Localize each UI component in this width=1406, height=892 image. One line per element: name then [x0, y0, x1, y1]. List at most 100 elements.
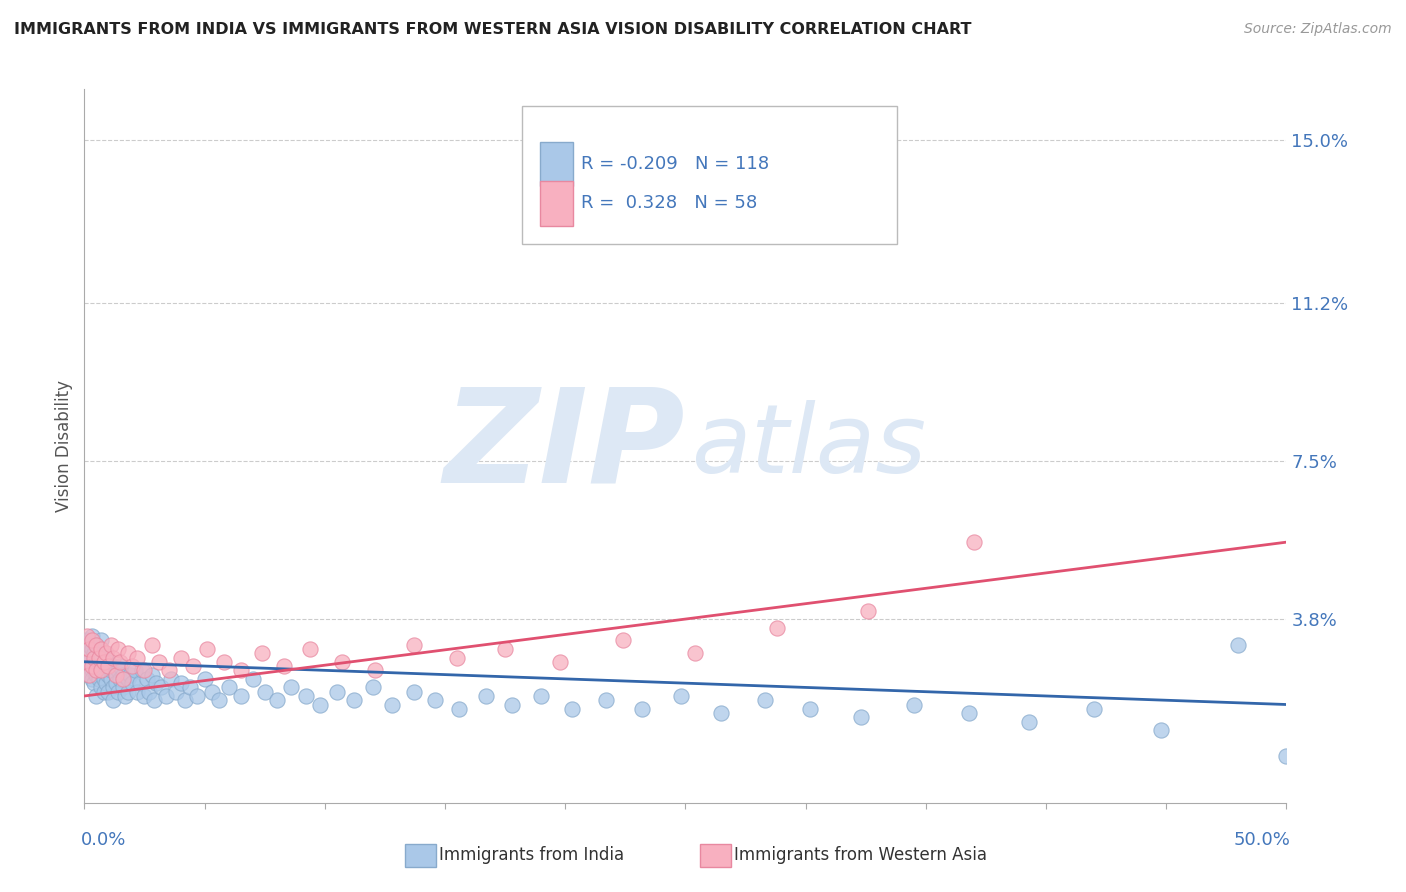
Point [93, 672, 115, 686]
Point [343, 693, 366, 707]
Point [494, 642, 516, 657]
Point [87, 655, 110, 669]
Point [530, 689, 553, 703]
Point [1150, 723, 1173, 738]
Point [449, 702, 471, 716]
Point [80, 663, 103, 677]
Point [94, 646, 117, 660]
Point [83, 676, 105, 690]
Point [169, 650, 191, 665]
Text: Source: ZipAtlas.com: Source: ZipAtlas.com [1244, 22, 1392, 37]
Point [118, 667, 141, 681]
Point [669, 689, 692, 703]
Point [128, 676, 150, 690]
Point [94, 659, 117, 673]
Point [103, 693, 125, 707]
Point [309, 698, 332, 712]
Point [93, 655, 115, 669]
Point [148, 655, 170, 669]
Point [1275, 748, 1298, 763]
Point [117, 646, 139, 660]
Point [186, 689, 208, 703]
Point [117, 684, 139, 698]
Point [963, 535, 986, 549]
Point [174, 693, 197, 707]
Point [86, 663, 108, 677]
Point [77, 667, 100, 681]
Point [83, 659, 105, 673]
Point [194, 672, 217, 686]
Point [181, 659, 204, 673]
Point [94, 676, 117, 690]
Point [1227, 638, 1250, 652]
Text: Immigrants from India: Immigrants from India [439, 847, 624, 864]
Point [114, 689, 136, 703]
Point [700, 219, 723, 233]
Point [1018, 714, 1040, 729]
Point [87, 642, 110, 657]
Point [76, 633, 98, 648]
Point [124, 663, 146, 677]
Y-axis label: Vision Disability: Vision Disability [55, 380, 73, 512]
Point [135, 672, 157, 686]
Point [111, 667, 134, 681]
Point [111, 681, 134, 695]
Point [100, 638, 122, 652]
Point [76, 629, 98, 643]
Point [107, 642, 129, 657]
Point [97, 659, 120, 673]
Point [229, 663, 252, 677]
Point [104, 676, 127, 690]
Point [94, 646, 117, 660]
Point [1083, 702, 1105, 716]
Point [86, 667, 108, 681]
Point [425, 693, 447, 707]
Text: Immigrants from Western Asia: Immigrants from Western Asia [734, 847, 987, 864]
Point [799, 702, 821, 716]
Point [134, 689, 156, 703]
Point [110, 672, 132, 686]
Point [93, 684, 115, 698]
Point [104, 667, 127, 681]
Point [165, 684, 187, 698]
Point [86, 638, 108, 652]
Point [157, 663, 180, 677]
Point [765, 621, 787, 635]
Point [550, 655, 572, 669]
Point [195, 642, 218, 657]
Point [80, 672, 103, 686]
Point [103, 681, 125, 695]
Point [97, 655, 120, 669]
Point [299, 642, 322, 657]
Point [218, 681, 240, 695]
Point [97, 684, 120, 698]
Point [83, 650, 105, 665]
Point [90, 650, 112, 665]
Point [80, 659, 103, 673]
Point [107, 684, 129, 698]
Point [141, 667, 163, 681]
Text: 0.0%: 0.0% [80, 831, 127, 849]
Point [90, 633, 112, 648]
Point [100, 663, 122, 677]
Point [121, 659, 143, 673]
Point [208, 693, 231, 707]
Point [103, 659, 125, 673]
Point [155, 689, 177, 703]
Point [86, 689, 108, 703]
Point [501, 698, 523, 712]
Point [131, 663, 153, 677]
Point [957, 706, 980, 720]
Point [402, 684, 425, 698]
Point [326, 684, 349, 698]
Point [612, 633, 634, 648]
Point [330, 655, 353, 669]
Point [87, 650, 110, 665]
Point [252, 646, 274, 660]
Point [80, 633, 103, 648]
Point [294, 689, 316, 703]
Point [266, 693, 288, 707]
Point [145, 676, 167, 690]
Text: atlas: atlas [692, 400, 927, 492]
Point [475, 689, 498, 703]
